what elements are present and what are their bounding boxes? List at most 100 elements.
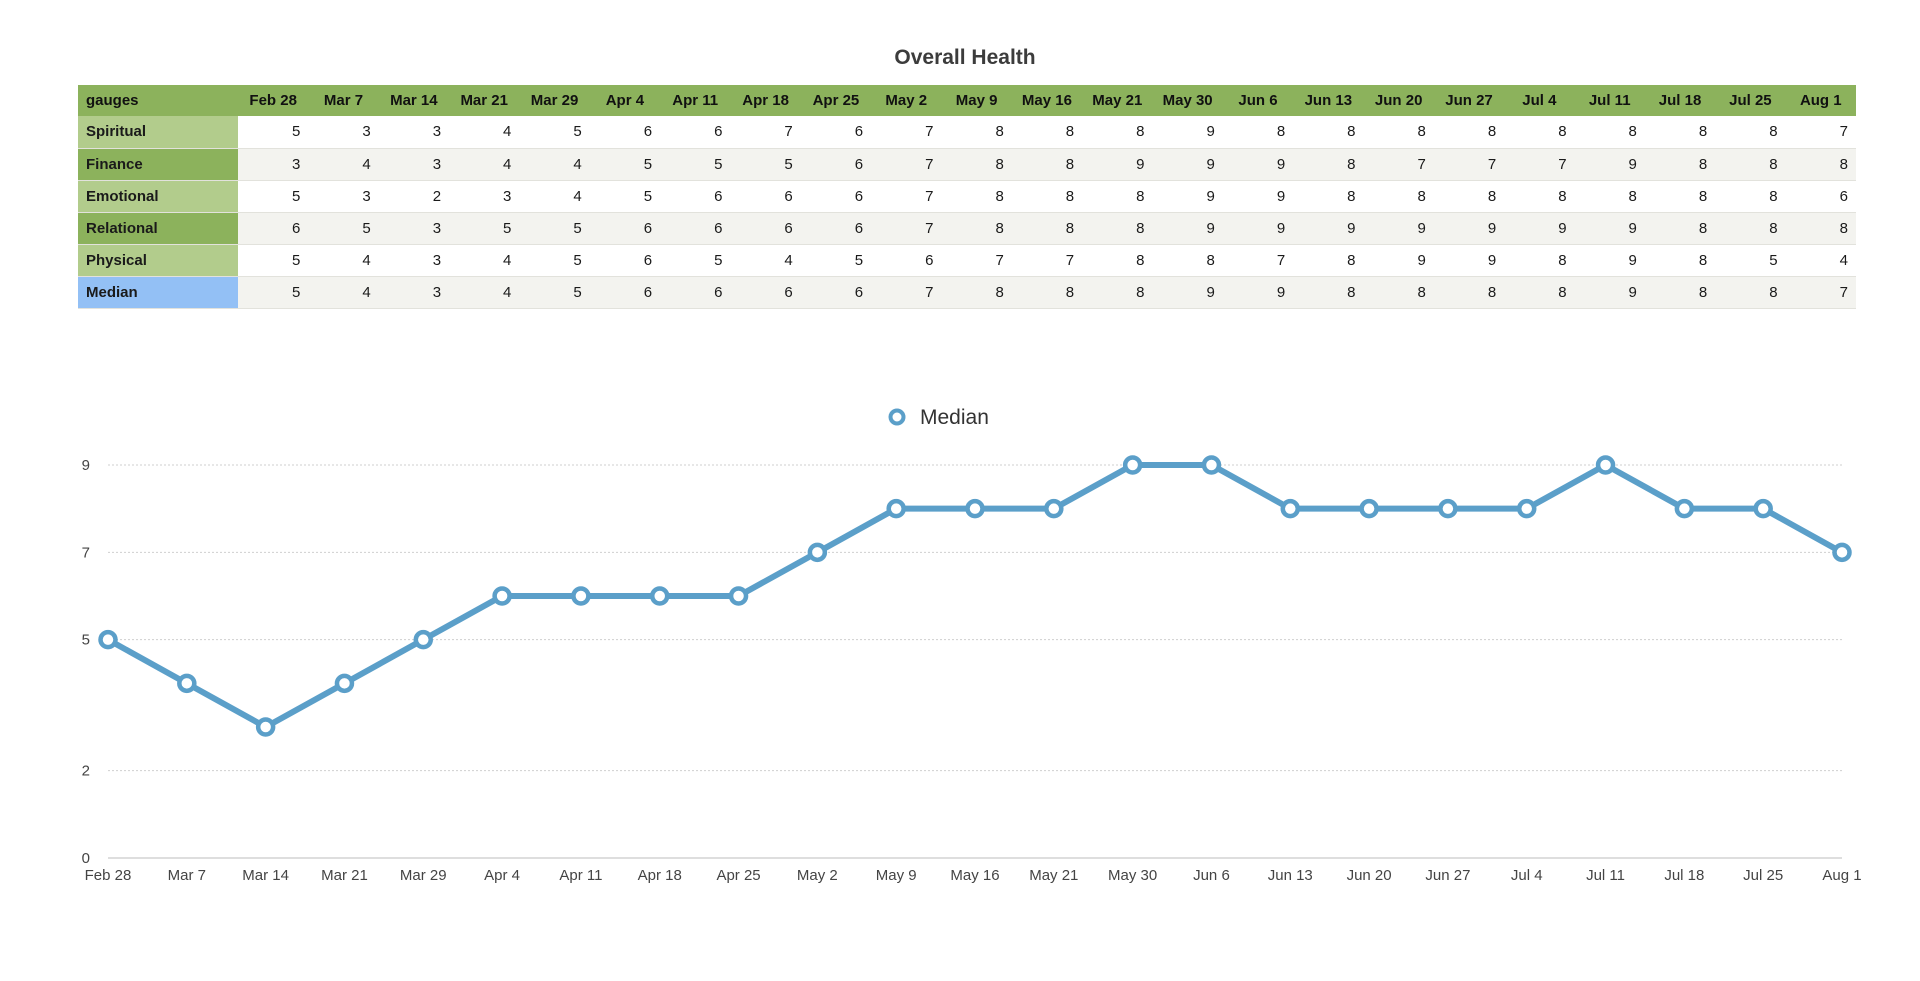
table-cell: 6 [730, 180, 801, 213]
data-point [1753, 498, 1773, 519]
table-cell: 9 [1222, 212, 1294, 245]
table-cell: 3 [238, 148, 309, 181]
table-cell: 7 [1785, 276, 1856, 309]
table-cell: 8 [1363, 180, 1434, 213]
table-column-header: Jul 18 [1644, 85, 1716, 116]
data-point [807, 542, 828, 563]
table-cell: 8 [1152, 244, 1223, 277]
table-cell: 6 [660, 116, 731, 149]
x-tick-label: Feb 28 [85, 867, 132, 884]
x-tick-label: Jul 4 [1511, 867, 1543, 884]
table-corner-label: gauges [78, 85, 238, 116]
table-cell: 8 [1082, 212, 1153, 245]
table-cell: 8 [1293, 244, 1364, 277]
table-cell: 3 [449, 180, 520, 213]
table-cell: 9 [1152, 116, 1223, 149]
table-cell: 7 [1222, 244, 1294, 277]
table-cell: 3 [378, 276, 450, 309]
table-row: Physical 5 4 3 4 5 6 5 4 5 6 7 7 8 8 7 8 9 9 8 9 8 5 4 [78, 244, 1856, 277]
table-cell: 4 [449, 244, 520, 277]
table-column-header: Aug 1 [1785, 85, 1856, 116]
table-cell: 8 [1293, 116, 1364, 149]
table-column-header: Apr 25 [800, 85, 872, 116]
table-cell: 7 [1785, 116, 1856, 149]
table-column-header: Mar 29 [519, 85, 590, 116]
table-cell: 8 [1715, 180, 1786, 213]
table-cell: 5 [238, 276, 309, 309]
table-column-header: Feb 28 [238, 85, 309, 116]
table-cell: 9 [1152, 276, 1223, 309]
table-cell: 6 [589, 116, 661, 149]
table-cell: 6 [660, 180, 731, 213]
table-cell: 8 [1011, 276, 1083, 309]
table-cell: 7 [871, 212, 942, 245]
table-cell: 4 [449, 148, 520, 181]
table-column-header: May 2 [871, 85, 942, 116]
table-cell: 6 [238, 212, 309, 245]
table-cell: 7 [871, 116, 942, 149]
table-column-header: May 16 [1011, 85, 1083, 116]
table-cell: 8 [941, 148, 1012, 181]
table-cell: 8 [1504, 180, 1575, 213]
table-row-label: Median [78, 276, 238, 309]
table-column-header: Apr 4 [589, 85, 661, 116]
table-row: Emotional 5 3 2 3 4 5 6 6 6 7 8 8 8 9 9 8 8 8 8 8 8 8 6 [78, 180, 1856, 213]
x-tick-label: Apr 4 [484, 867, 520, 884]
table-cell: 6 [800, 276, 872, 309]
table-cell: 5 [238, 244, 309, 277]
gauges-table: gauges Feb 28 Mar 7 Mar 14 Mar 21 Mar 29 Apr … [78, 85, 1856, 309]
table-cell: 5 [449, 212, 520, 245]
legend-marker-icon [888, 408, 906, 426]
table-cell: 8 [1293, 148, 1364, 181]
x-tick-label: Mar 29 [400, 867, 447, 884]
x-tick-label: May 9 [876, 867, 917, 884]
table-cell: 7 [1363, 148, 1434, 181]
chart-legend: Median [888, 406, 989, 429]
table-cell: 8 [1222, 116, 1294, 149]
table-cell: 9 [1152, 148, 1223, 181]
table-cell: 3 [378, 116, 450, 149]
table-column-header: Jul 4 [1504, 85, 1575, 116]
table-cell: 5 [308, 212, 379, 245]
data-point [98, 629, 118, 650]
table-cell: 9 [1222, 276, 1294, 309]
x-tick-label: Jun 13 [1268, 867, 1313, 884]
table-row: Relational 6 5 3 5 5 6 6 6 6 7 8 8 8 9 9 9 9 9 9 9 8 8 8 [78, 212, 1856, 245]
table-cell: 4 [308, 276, 379, 309]
table-cell: 8 [1433, 276, 1505, 309]
table-column-header: Jul 11 [1574, 85, 1645, 116]
y-tick-label: 2 [82, 763, 90, 780]
table-cell: 5 [730, 148, 801, 181]
table-cell: 6 [660, 212, 731, 245]
table-cell: 8 [1363, 116, 1434, 149]
x-axis-ticks: Feb 28 Mar 7 Mar 14 Mar 21 Mar 29 Apr 4 Apr 11… [85, 867, 1862, 884]
table-cell: 9 [1293, 212, 1364, 245]
data-point [1516, 498, 1537, 519]
table-cell: 8 [1011, 212, 1083, 245]
table-cell: 9 [1222, 148, 1294, 181]
table-cell: 5 [800, 244, 872, 277]
data-point [571, 586, 591, 606]
table-column-header: Mar 14 [378, 85, 450, 116]
x-tick-label: Jun 27 [1425, 867, 1470, 884]
data-point [1674, 498, 1695, 519]
table-cell: 8 [1715, 148, 1786, 181]
data-point [413, 629, 434, 650]
table-cell: 7 [941, 244, 1012, 277]
table-cell: 3 [378, 212, 450, 245]
table-cell: 5 [238, 180, 309, 213]
table-cell: 3 [378, 148, 450, 181]
y-axis-ticks: 0 2 5 7 9 [82, 457, 90, 867]
table-cell: 8 [1011, 180, 1083, 213]
table-column-header: Jun 27 [1433, 85, 1505, 116]
table-cell: 8 [1504, 276, 1575, 309]
y-tick-label: 7 [82, 544, 90, 561]
x-tick-label: Jul 11 [1586, 867, 1625, 884]
chart-series [98, 455, 1852, 737]
table-cell: 5 [660, 148, 731, 181]
table-cell: 5 [589, 180, 661, 213]
table-column-header: May 9 [941, 85, 1012, 116]
table-row: Spiritual 5 3 3 4 5 6 6 7 6 7 8 8 8 9 8 8 8 8 8 8 8 8 7 [78, 116, 1856, 149]
table-cell: 8 [941, 212, 1012, 245]
table-cell: 4 [730, 244, 801, 277]
